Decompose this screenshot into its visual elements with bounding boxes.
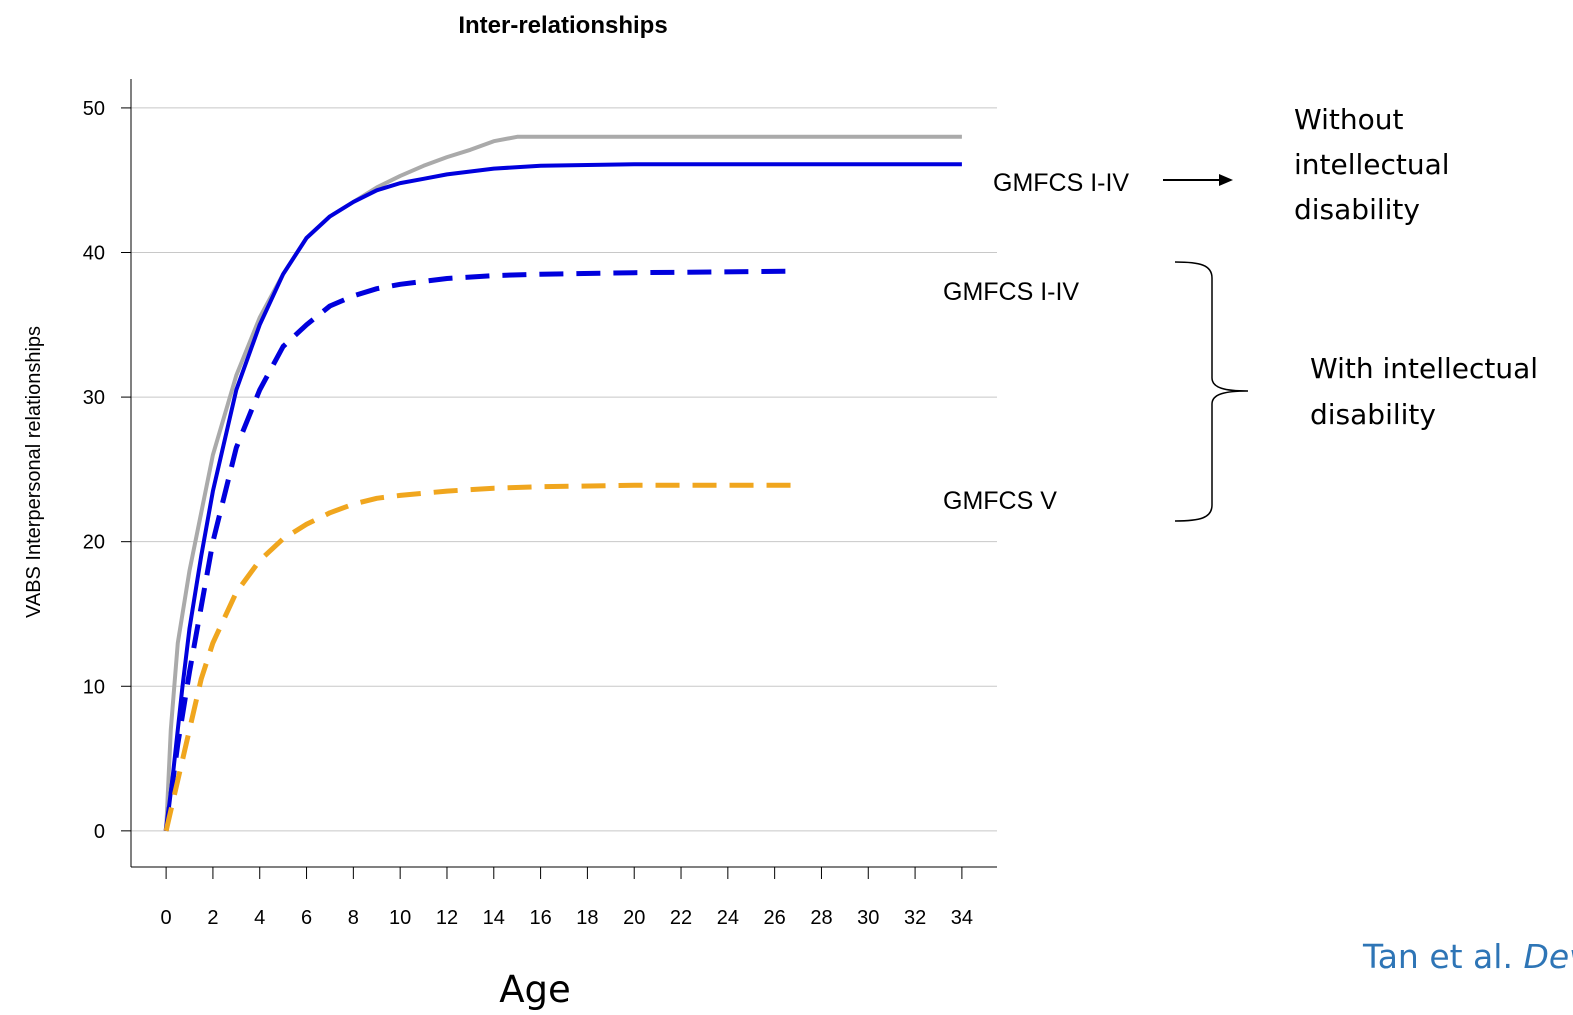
x-tick-label: 12	[436, 907, 458, 929]
x-tick-label: 24	[717, 907, 739, 929]
y-tick-label: 0	[94, 821, 105, 843]
with-id-line1: With intellectual	[1310, 352, 1538, 385]
citation: Tan et al. Dev	[1362, 937, 1573, 976]
x-tick-label: 26	[764, 907, 786, 929]
without-id-line1: Without	[1294, 103, 1403, 136]
series-group	[163, 134, 962, 832]
without-id-line3: disability	[1294, 193, 1420, 226]
x-axis-label: Age	[499, 968, 571, 1011]
y-tick-label: 50	[83, 98, 105, 120]
series-line-2	[164, 162, 962, 832]
label-gmfcs-solid-blue: GMFCS I-IV	[993, 169, 1129, 197]
x-tick-label: 28	[810, 907, 832, 929]
x-tick-label: 34	[951, 907, 973, 929]
y-tick-label: 30	[83, 387, 105, 409]
x-tick-label: 22	[670, 907, 692, 929]
y-tick-label: 10	[83, 676, 105, 698]
label-gmfcs-dashed-blue: GMFCS I-IV	[943, 278, 1079, 306]
series-line-3	[163, 268, 787, 832]
x-tick-label: 4	[254, 907, 265, 929]
x-tick-label: 10	[389, 907, 411, 929]
citation-italic: Dev	[1523, 937, 1573, 976]
with-id-line2: disability	[1310, 398, 1436, 431]
x-tick-label: 32	[904, 907, 926, 929]
x-axis: 0 2 4 6 8 10 12 14 16 18 20 22 24 26 28 30 32 34	[131, 866, 997, 929]
with-id-text: With intellectual disability	[1310, 352, 1538, 431]
x-tick-label: 8	[348, 907, 359, 929]
chart-title: Inter-relationships	[458, 12, 667, 39]
y-axis: 0 10 20 30 40 50	[83, 79, 132, 867]
x-tick-label: 2	[207, 907, 218, 929]
citation-plain: Tan et al.	[1362, 937, 1523, 976]
bracket-icon	[1174, 261, 1249, 522]
x-tick-label: 14	[483, 907, 505, 929]
label-gmfcs-dashed-orange: GMFCS V	[943, 487, 1057, 515]
x-tick-label: 0	[161, 907, 172, 929]
grid-lines	[131, 107, 997, 832]
without-id-text: Without intellectual disability	[1294, 103, 1450, 226]
x-tick-label: 6	[301, 907, 312, 929]
without-id-line2: intellectual	[1294, 148, 1450, 181]
y-axis-label: VABS Interpersonal relationships	[23, 326, 45, 618]
series-line-4	[163, 482, 799, 832]
arrow-icon	[1163, 174, 1233, 186]
y-tick-label: 20	[83, 532, 105, 554]
x-tick-label: 20	[623, 907, 645, 929]
x-tick-label: 16	[529, 907, 551, 929]
y-tick-label: 40	[83, 243, 105, 265]
x-tick-label: 30	[857, 907, 879, 929]
x-tick-label: 18	[576, 907, 598, 929]
